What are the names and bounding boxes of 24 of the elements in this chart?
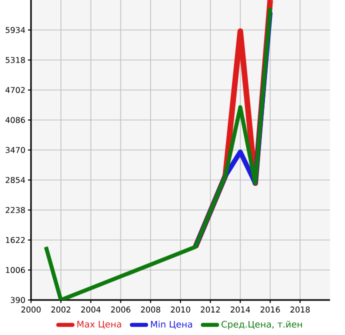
y-tick-label: 390 <box>10 296 25 304</box>
y-tick-label: 2854 <box>6 176 26 184</box>
x-tick-label: 2002 <box>51 306 70 313</box>
y-tick-label: 2238 <box>6 206 25 214</box>
y-tick-label: 1622 <box>6 236 25 244</box>
y-tick-label: 3470 <box>6 146 25 154</box>
x-tick-label: 2012 <box>200 306 220 313</box>
line-series <box>44 6 272 300</box>
x-tick-label: 2016 <box>260 306 280 313</box>
y-tick-label: 5934 <box>6 26 26 34</box>
legend-label: Min Цена <box>150 320 192 329</box>
x-tick-label: 2014 <box>230 306 250 313</box>
y-tick-label: 4702 <box>6 86 25 94</box>
legend-label: Max Цена <box>77 320 122 329</box>
x-tick-label: 2018 <box>290 306 310 313</box>
y-tick-label: 4086 <box>6 116 25 124</box>
y-tick-label: 5318 <box>6 56 25 64</box>
x-tick-label: 2004 <box>81 306 101 313</box>
x-tick-label: 2008 <box>141 306 160 313</box>
legend-label: Сред.Цена, т.йен <box>222 320 302 330</box>
x-tick-label: 2010 <box>170 306 190 313</box>
x-tick-label: 2006 <box>111 306 130 313</box>
x-tick-label: 2000 <box>21 306 41 313</box>
y-tick-label: 1006 <box>6 266 25 274</box>
